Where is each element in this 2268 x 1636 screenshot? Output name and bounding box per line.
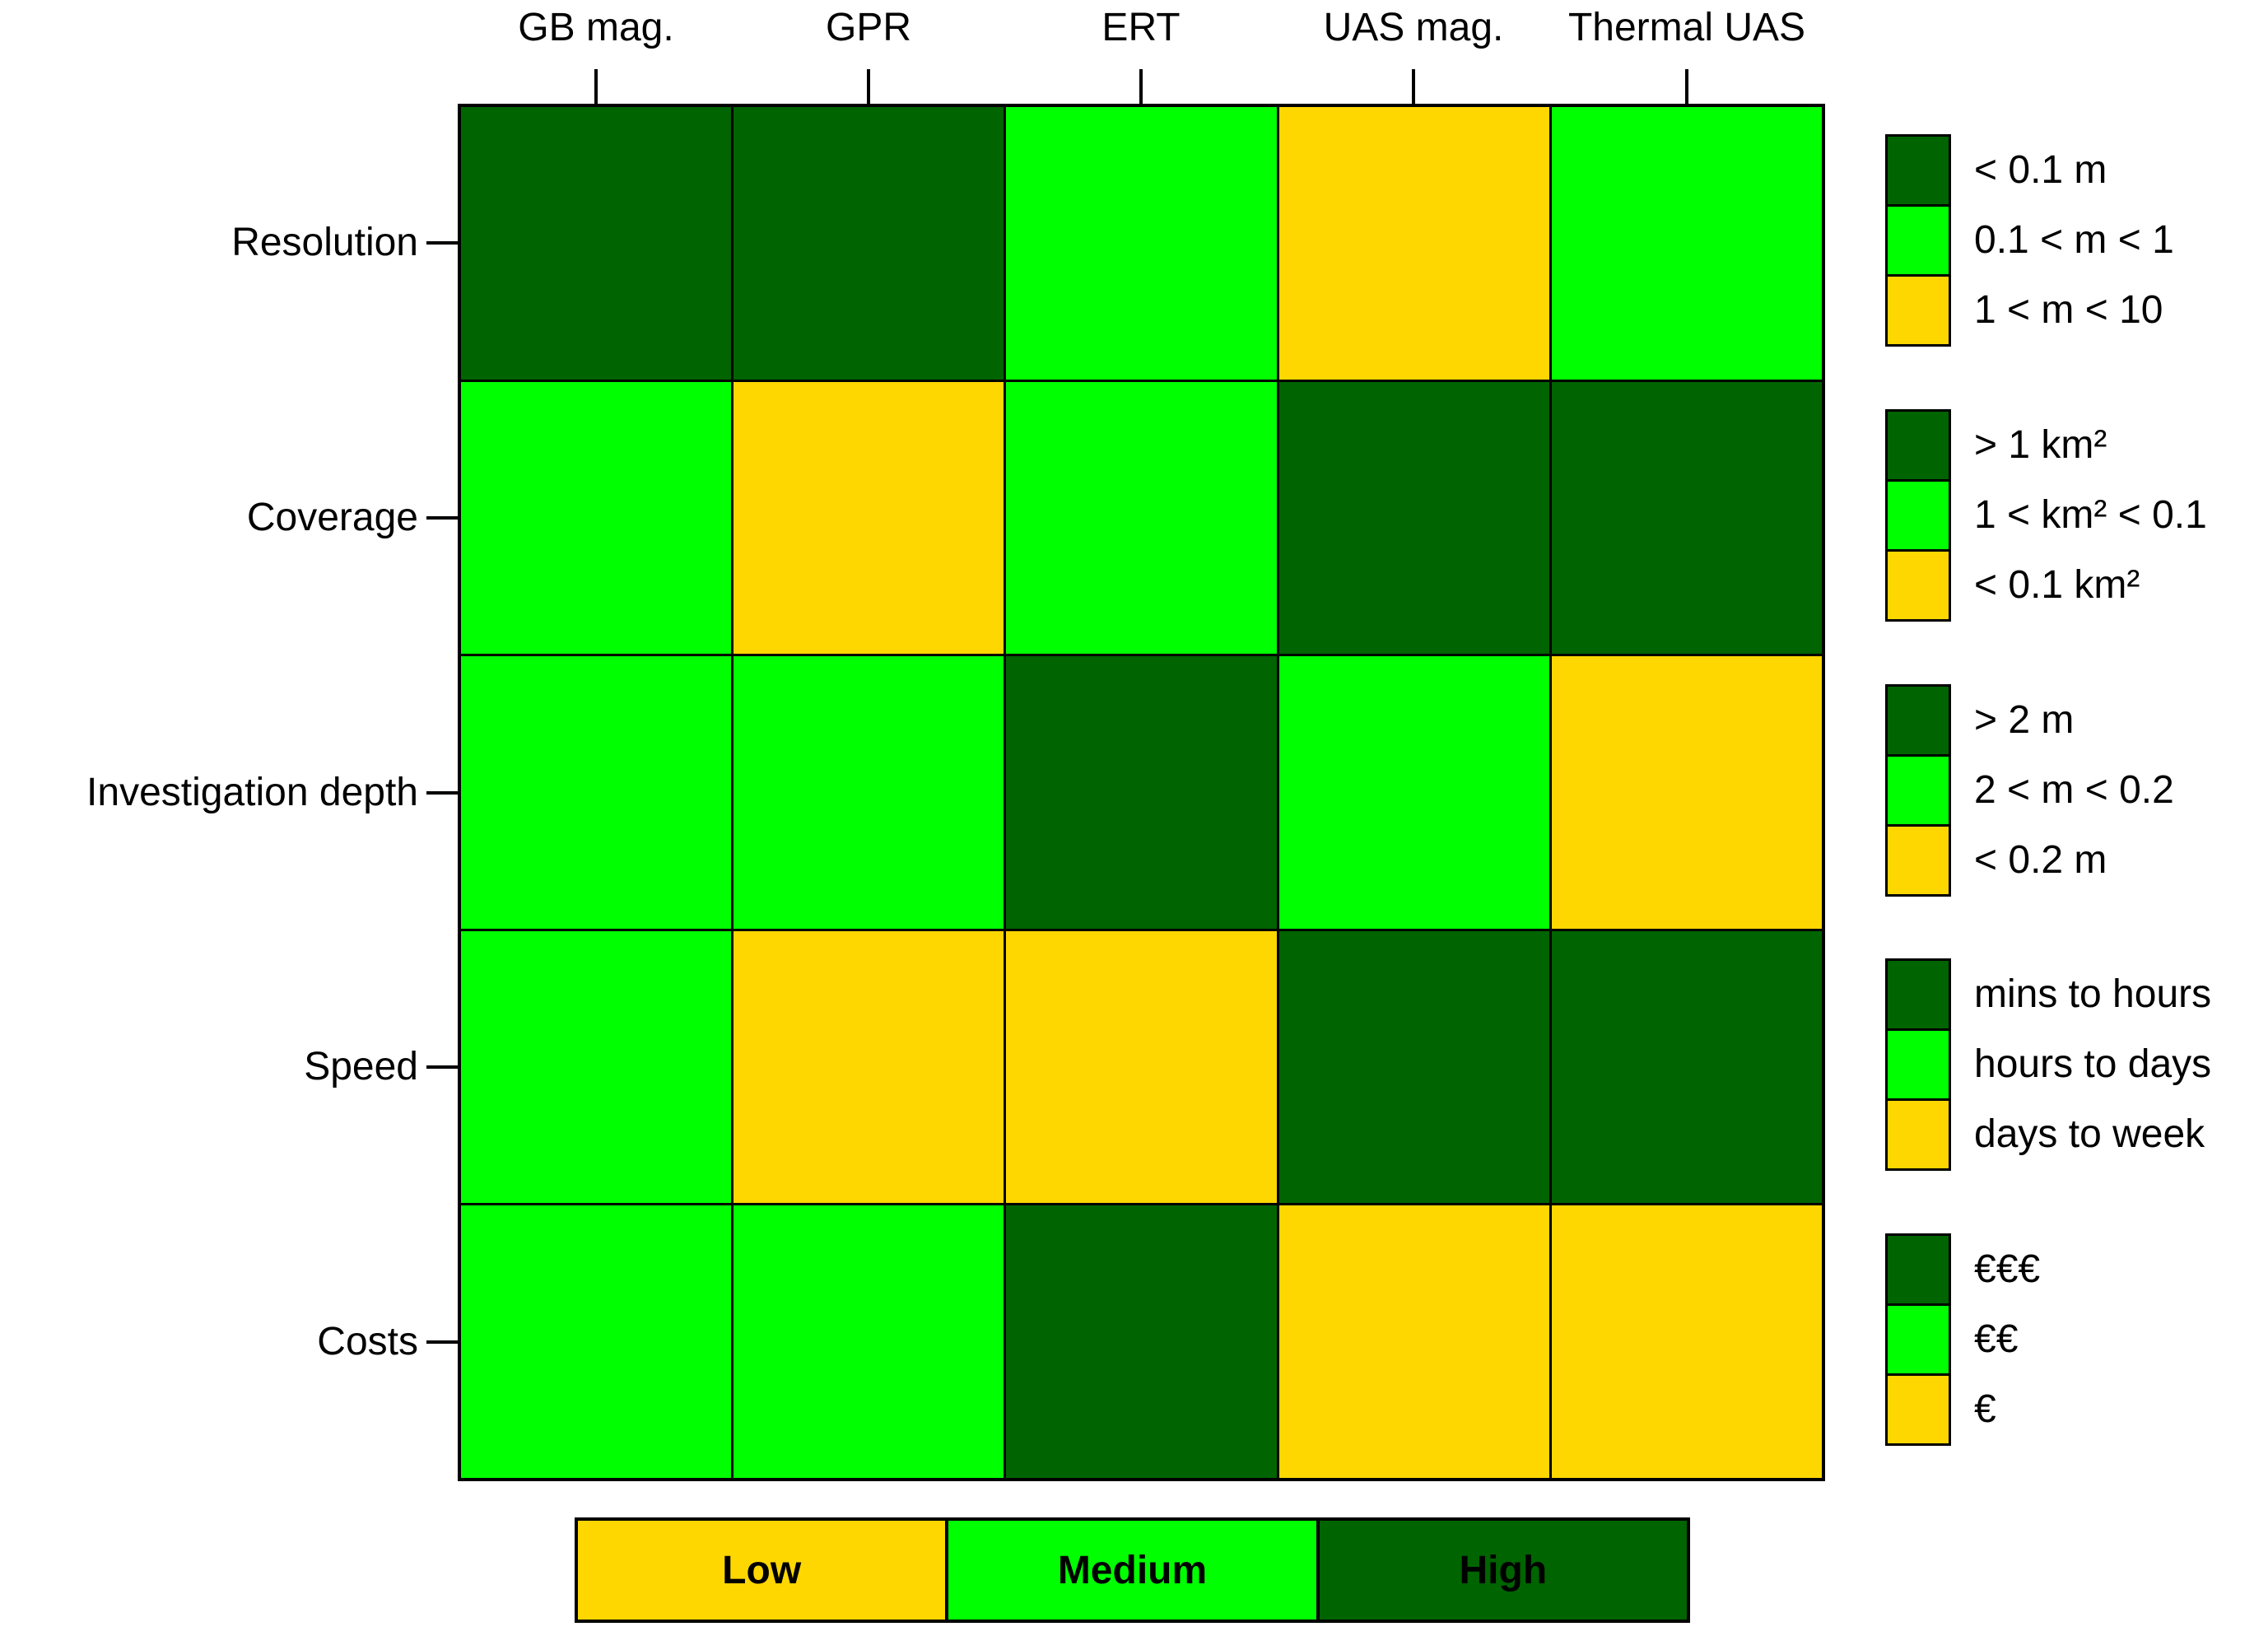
matrix-cell xyxy=(1278,1205,1549,1478)
legend-swatch xyxy=(1885,479,1951,552)
legend-swatch-column xyxy=(1885,684,1951,897)
legend-swatch-column xyxy=(1885,958,1951,1171)
column-header-uas-mag: UAS mag. xyxy=(1323,6,1504,49)
legend-label: days to week xyxy=(1974,1112,2205,1156)
legend-label: 1 < km² < 0.1 xyxy=(1974,493,2207,537)
column-tick xyxy=(1139,69,1143,104)
legend-label: < 0.1 km² xyxy=(1974,563,2140,607)
legend-label: mins to hours xyxy=(1974,972,2212,1016)
matrix-cell xyxy=(1551,656,1822,929)
footer-segment-medium: Medium xyxy=(945,1521,1316,1620)
matrix-cell xyxy=(1278,930,1549,1204)
legend-swatch xyxy=(1885,1303,1951,1376)
matrix-cell xyxy=(1006,656,1277,929)
matrix-cell xyxy=(733,656,1004,929)
column-tick xyxy=(867,69,870,104)
legend-swatch xyxy=(1885,134,1951,207)
matrix-cell xyxy=(1551,107,1822,380)
matrix-cell xyxy=(733,1205,1004,1478)
matrix-grid xyxy=(458,104,1825,1481)
column-header-thermal-uas: Thermal UAS xyxy=(1567,6,1806,49)
matrix-cell xyxy=(1006,1205,1277,1478)
row-label-costs: Costs xyxy=(317,1320,418,1363)
legend-label: €€ xyxy=(1974,1317,2019,1361)
legend-swatch xyxy=(1885,958,1951,1031)
legend-label: € xyxy=(1974,1387,1996,1431)
legend-swatch-column xyxy=(1885,409,1951,622)
matrix-cell xyxy=(1278,381,1549,655)
row-tick xyxy=(426,791,458,795)
legend-swatch xyxy=(1885,549,1951,622)
legend-label: 0.1 < m < 1 xyxy=(1974,218,2174,262)
row-tick xyxy=(426,1340,458,1344)
legend-swatch xyxy=(1885,409,1951,482)
row-tick xyxy=(426,241,458,245)
matrix-cell xyxy=(733,930,1004,1204)
legend-label: €€€ xyxy=(1974,1247,2041,1291)
row-label-speed: Speed xyxy=(304,1045,418,1088)
legend-label: 1 < m < 10 xyxy=(1974,288,2163,332)
legend-swatch-column xyxy=(1885,1233,1951,1446)
row-label-investigation-depth: Investigation depth xyxy=(86,771,418,814)
legend-swatch xyxy=(1885,1028,1951,1101)
matrix-cell xyxy=(1278,107,1549,380)
column-tick xyxy=(1685,69,1688,104)
legend-swatch xyxy=(1885,1373,1951,1446)
row-label-resolution: Resolution xyxy=(231,221,418,264)
legend-swatch xyxy=(1885,684,1951,757)
legend-swatch-column xyxy=(1885,134,1951,347)
legend-swatch xyxy=(1885,824,1951,897)
legend-label: > 1 km² xyxy=(1974,423,2107,467)
column-tick xyxy=(594,69,598,104)
row-label-coverage: Coverage xyxy=(246,496,418,539)
legend-swatch xyxy=(1885,1098,1951,1171)
matrix-cell xyxy=(461,107,732,380)
legend-swatch xyxy=(1885,1233,1951,1306)
column-header-gpr: GPR xyxy=(825,6,912,49)
legend-label: < 0.1 m xyxy=(1974,148,2107,192)
matrix-cell xyxy=(461,930,732,1204)
matrix-cell xyxy=(1551,930,1822,1204)
legend-swatch xyxy=(1885,274,1951,347)
matrix-cell xyxy=(461,381,732,655)
legend-swatch xyxy=(1885,204,1951,277)
footer-segment-low: Low xyxy=(578,1521,946,1620)
matrix-cell xyxy=(733,107,1004,380)
matrix-cell xyxy=(1006,381,1277,655)
matrix-cell xyxy=(461,1205,732,1478)
matrix-cell xyxy=(1006,107,1277,380)
matrix-cell xyxy=(1006,930,1277,1204)
column-tick xyxy=(1412,69,1415,104)
matrix-cell xyxy=(733,381,1004,655)
legend-swatch xyxy=(1885,754,1951,827)
legend-label: hours to days xyxy=(1974,1042,2212,1086)
column-header-gb-mag: GB mag. xyxy=(518,6,674,49)
column-header-ert: ERT xyxy=(1101,6,1181,49)
matrix-cell xyxy=(461,656,732,929)
row-tick xyxy=(426,1065,458,1069)
legend-label: < 0.2 m xyxy=(1974,838,2107,882)
matrix-cell xyxy=(1551,381,1822,655)
footer-legend-bar: Low Medium High xyxy=(575,1517,1690,1623)
footer-segment-high: High xyxy=(1316,1521,1687,1620)
row-tick xyxy=(426,516,458,520)
legend-label: 2 < m < 0.2 xyxy=(1974,768,2174,812)
legend-label: > 2 m xyxy=(1974,698,2075,742)
matrix-cell xyxy=(1551,1205,1822,1478)
matrix-cell xyxy=(1278,656,1549,929)
